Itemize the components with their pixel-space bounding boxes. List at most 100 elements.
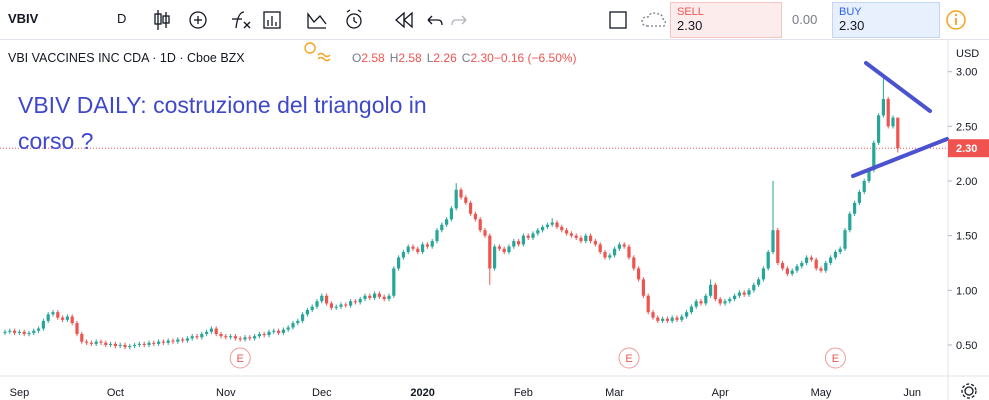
x-tick-label: Feb [514, 387, 533, 399]
snapshot-icon[interactable] [641, 12, 666, 27]
x-tick-label: May [811, 387, 832, 399]
candle-body [603, 252, 607, 258]
candle-body [411, 246, 415, 249]
chart-style-icon[interactable] [154, 10, 170, 30]
candle-body [805, 257, 809, 263]
candle-body [325, 295, 329, 304]
compare-icon[interactable] [307, 12, 327, 29]
symbol-description: VBI VACCINES INC CDA · 1D · Cboe BZX [8, 51, 245, 65]
candle-body [598, 244, 602, 253]
candle-body [17, 331, 21, 333]
candle-body [161, 341, 165, 343]
ohlc-key: O [352, 51, 361, 65]
fullscreen-icon[interactable] [609, 11, 627, 29]
candle-body [469, 202, 473, 214]
candle-body [449, 208, 453, 220]
candle-body [752, 284, 756, 291]
undo-icon[interactable] [427, 15, 443, 26]
ohlc-value: 2.58 [361, 51, 385, 65]
candle-body [353, 301, 357, 303]
candle-body [838, 248, 842, 253]
candle-body [142, 343, 146, 345]
candle-body [387, 295, 391, 300]
candle-body [80, 334, 84, 342]
redo-icon[interactable] [451, 15, 467, 26]
candle-body [713, 284, 717, 300]
candle-body [704, 295, 708, 304]
buy-button[interactable]: BUY 2.30 [832, 2, 940, 38]
candle-body [32, 330, 36, 333]
indicator-add-icon[interactable] [189, 11, 207, 29]
templates-icon[interactable] [263, 11, 281, 29]
annotation: corso ? [18, 128, 93, 154]
candle-body [867, 170, 871, 181]
candle-body [133, 344, 137, 347]
candle-body [795, 266, 799, 271]
candle-body [46, 314, 50, 321]
candle-body [454, 189, 458, 209]
earnings-marker [229, 347, 251, 369]
candle-body [85, 341, 89, 343]
candle-body [329, 303, 333, 308]
candle-body [205, 331, 209, 335]
candle-body [877, 115, 881, 143]
trade-panel: SELL 2.30 0.00 BUY 2.30 [670, 2, 940, 38]
candle-body [229, 336, 233, 338]
candle-body [896, 117, 900, 149]
candle-body [550, 222, 554, 225]
toolbar: VBIV D SELL 2.30 0.00 BUY 2.30 [0, 0, 989, 40]
candle-body [209, 328, 213, 332]
candle-body [363, 295, 367, 300]
candle-body [118, 344, 122, 347]
candle-body [824, 262, 828, 271]
ohlc-value: −0.16 (−6.50%) [494, 51, 577, 65]
symbol-button[interactable]: VBIV [8, 11, 39, 26]
candle-body [493, 246, 497, 269]
candle-body [435, 230, 439, 242]
candle-body [166, 340, 170, 343]
candle-body [565, 230, 569, 234]
candle-body [157, 341, 161, 344]
candle-body [8, 330, 12, 332]
settings-icon[interactable] [961, 383, 977, 399]
candle-body [238, 338, 242, 340]
sell-price: 2.30 [677, 18, 703, 33]
sell-button[interactable]: SELL 2.30 [670, 2, 782, 38]
buy-label: BUY [839, 6, 862, 18]
alert-icon[interactable] [346, 9, 362, 29]
candle-body [13, 330, 17, 333]
candle-body [257, 334, 261, 337]
candle-body [531, 233, 535, 238]
candle-body [109, 343, 113, 345]
candle-body [829, 257, 833, 263]
candle-body [814, 259, 818, 269]
candle-body [70, 316, 74, 324]
candle-body [430, 241, 434, 247]
candle-body [243, 337, 247, 340]
candle-body [579, 237, 583, 242]
y-tick-label: 1.00 [956, 285, 977, 297]
candle-body [589, 235, 593, 242]
candle-body [694, 301, 698, 307]
candle-body [641, 279, 645, 296]
info-icon[interactable] [944, 0, 974, 40]
interval-button[interactable]: D [117, 11, 127, 26]
candle-body [488, 235, 492, 269]
candle-body [689, 306, 693, 313]
candle-body [286, 327, 290, 330]
x-tick-label: Nov [216, 387, 236, 399]
candle-body [445, 219, 449, 225]
candle-body [886, 99, 890, 127]
candle-body [305, 309, 309, 315]
candle-body [262, 334, 266, 336]
fx-icon[interactable] [232, 11, 251, 29]
currency-label: USD [956, 48, 979, 60]
candle-body [848, 213, 852, 231]
candle-body [22, 331, 26, 335]
candle-body [147, 342, 151, 345]
candle-body [51, 312, 55, 315]
candle-body [27, 332, 31, 335]
replay-icon[interactable] [395, 11, 413, 29]
candle-body [843, 230, 847, 249]
candle-body [709, 284, 713, 296]
